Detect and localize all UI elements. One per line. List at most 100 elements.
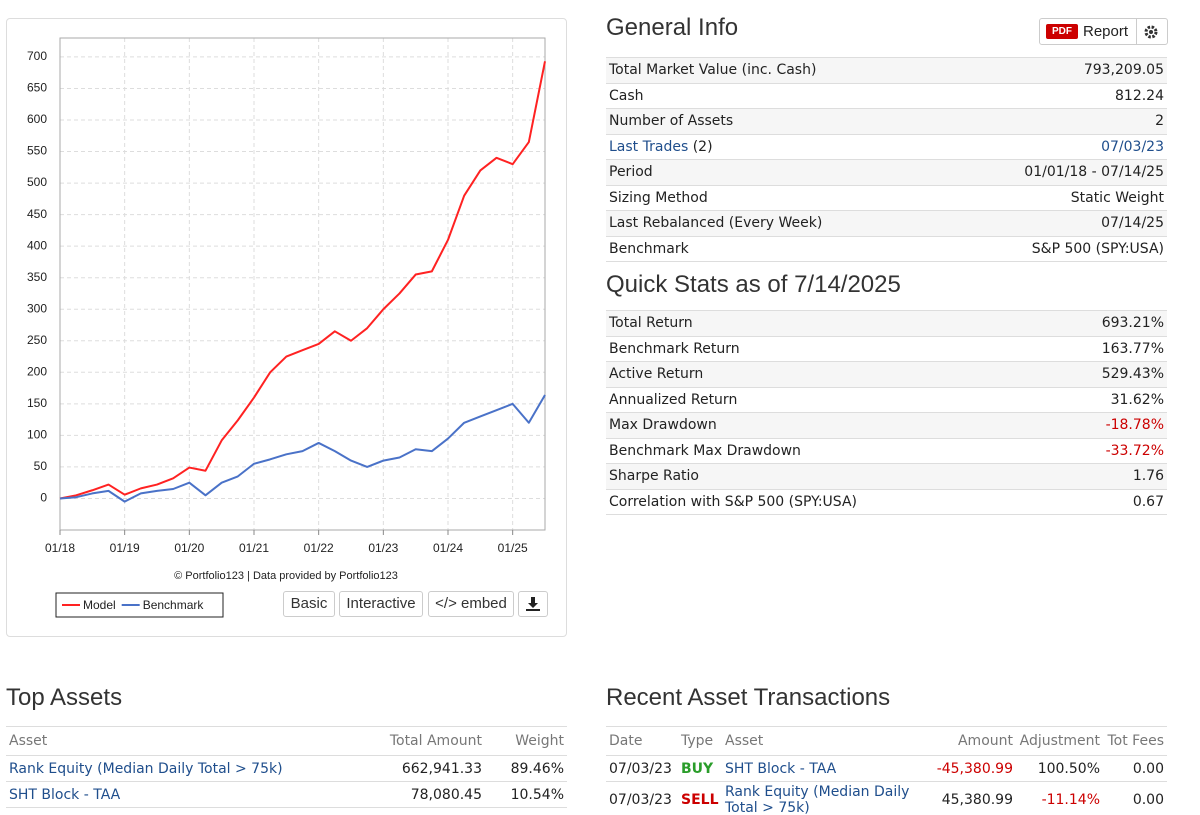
row-label: Number of Assets: [609, 113, 734, 130]
quick-stats-title: Quick Stats as of 7/14/2025: [606, 271, 901, 298]
table-row: Rank Equity (Median Daily Total > 75k) 66…: [6, 756, 567, 782]
table-row: Period 01/01/18 - 07/14/25: [606, 160, 1167, 186]
column-header: Asset: [9, 733, 48, 749]
y-tick-label: 250: [27, 333, 47, 347]
y-tick-label: 600: [27, 112, 47, 126]
legend-label: Model: [83, 598, 116, 612]
table-cell[interactable]: Rank Equity (Median Daily Total > 75k): [725, 784, 910, 815]
column-header: Type: [681, 733, 714, 749]
row-note: (2): [692, 138, 713, 155]
x-tick-label: 01/25: [498, 541, 528, 555]
basic-button[interactable]: Basic: [283, 591, 335, 617]
table-cell: 89.46%: [510, 760, 564, 777]
table-row: Number of Assets 2: [606, 109, 1167, 135]
y-tick-label: 450: [27, 207, 47, 221]
column-header: Date: [609, 733, 643, 749]
chart-panel: [6, 18, 567, 637]
embed-button[interactable]: </> embed: [428, 591, 514, 617]
table-row: Sizing Method Static Weight: [606, 186, 1167, 211]
top-assets-table: Asset Total Amount Weight Rank Equity (Medi…: [6, 726, 567, 808]
row-value: S&P 500 (SPY:USA): [1031, 240, 1164, 257]
report-button[interactable]: PDF Report: [1039, 18, 1168, 45]
quick-stats-table: Total Return 693.21% Benchmark Return 163.7…: [606, 310, 1167, 515]
table-row: Correlation with S&P 500 (SPY:USA) 0.67: [606, 490, 1167, 515]
row-link[interactable]: Last Trades: [609, 138, 689, 155]
table-row: Benchmark S&P 500 (SPY:USA): [606, 237, 1167, 262]
row-value: 31.62%: [1110, 391, 1164, 408]
plot-frame: [59, 37, 546, 531]
row-label: Sharpe Ratio: [609, 468, 699, 485]
top-assets-title: Top Assets: [6, 684, 123, 711]
row-value: 693.21%: [1101, 315, 1164, 332]
column-header: Amount: [957, 733, 1013, 749]
row-label: Last Trades (2): [609, 139, 713, 155]
y-tick-label: 200: [27, 364, 47, 378]
x-tick-label: 01/19: [110, 541, 140, 555]
y-tick-label: 500: [27, 175, 47, 189]
x-tick-label: 01/23: [368, 541, 398, 555]
table-row: 07/03/23 BUY SHT Block - TAA -45,380.99 100.…: [606, 756, 1167, 782]
table-cell: 07/03/23: [609, 792, 672, 808]
y-tick-label: 650: [27, 81, 47, 95]
table-cell[interactable]: SHT Block - TAA: [9, 786, 121, 803]
table-cell: SELL: [681, 792, 719, 808]
row-label: Benchmark Max Drawdown: [609, 442, 801, 459]
row-label: Max Drawdown: [609, 417, 717, 434]
table-row: Benchmark Max Drawdown -33.72%: [606, 439, 1167, 464]
x-tick-label: 01/18: [45, 541, 75, 555]
row-label: Correlation with S&P 500 (SPY:USA): [609, 493, 857, 510]
row-label: Annualized Return: [609, 391, 738, 408]
y-tick-label: 300: [27, 301, 47, 315]
download-button[interactable]: [518, 591, 548, 617]
row-label: Total Return: [609, 315, 693, 332]
chart-credit: © Portfolio123 | Data provided by Portfo…: [174, 570, 398, 582]
y-tick-label: 550: [27, 144, 47, 158]
y-tick-label: 400: [27, 238, 47, 252]
transactions-title: Recent Asset Transactions: [606, 684, 891, 711]
x-tick-label: 01/24: [433, 541, 463, 555]
row-value[interactable]: 07/03/23: [1101, 138, 1164, 155]
settings-button[interactable]: [1136, 19, 1164, 44]
row-value: 01/01/18 - 07/14/25: [1024, 164, 1164, 181]
column-header: Asset: [725, 733, 764, 749]
row-value: 1.76: [1132, 468, 1164, 485]
row-label: Period: [609, 164, 653, 181]
table-row: Total Return 693.21%: [606, 311, 1167, 337]
table-cell: 662,941.33: [401, 760, 482, 777]
report-label: Report: [1083, 23, 1129, 40]
series-line: [59, 394, 546, 503]
row-value: 07/14/25: [1101, 215, 1164, 232]
x-tick-label: 01/22: [304, 541, 334, 555]
column-header: Tot Fees: [1107, 733, 1165, 749]
row-value: Static Weight: [1070, 189, 1164, 206]
row-value: 529.43%: [1101, 366, 1164, 383]
table-row: Total Market Value (inc. Cash) 793,209.05: [606, 58, 1167, 84]
header-row: Date Type Asset Amount Adjustment Tot Fees: [606, 726, 1167, 756]
table-cell: 0.00: [1132, 760, 1164, 777]
y-tick-label: 50: [34, 459, 48, 473]
table-row: 07/03/23 SELL Rank Equity (Median Daily To…: [606, 782, 1167, 815]
row-value: 2: [1155, 113, 1164, 130]
row-value: 163.77%: [1101, 340, 1164, 357]
row-value: -18.78%: [1105, 417, 1164, 434]
column-header: Total Amount: [389, 733, 482, 749]
header-row: Asset Total Amount Weight: [6, 726, 567, 756]
table-cell: 100.50%: [1037, 760, 1100, 777]
series-line: [59, 61, 546, 500]
table-cell: 10.54%: [510, 786, 564, 803]
interactive-button[interactable]: Interactive: [339, 591, 423, 617]
pdf-badge: PDF: [1046, 24, 1078, 39]
legend-box: [55, 592, 224, 618]
row-value: 0.67: [1132, 493, 1164, 510]
table-cell[interactable]: SHT Block - TAA: [725, 760, 837, 777]
gear-icon: [1144, 25, 1158, 38]
table-row: Last Rebalanced (Every Week) 07/14/25: [606, 211, 1167, 237]
table-cell: -11.14%: [1041, 792, 1100, 808]
row-label: Active Return: [609, 366, 704, 383]
table-cell: 07/03/23: [609, 760, 672, 777]
table-row: Max Drawdown -18.78%: [606, 413, 1167, 439]
table-cell[interactable]: Rank Equity (Median Daily Total > 75k): [9, 760, 283, 777]
row-label: Benchmark Return: [609, 340, 740, 357]
